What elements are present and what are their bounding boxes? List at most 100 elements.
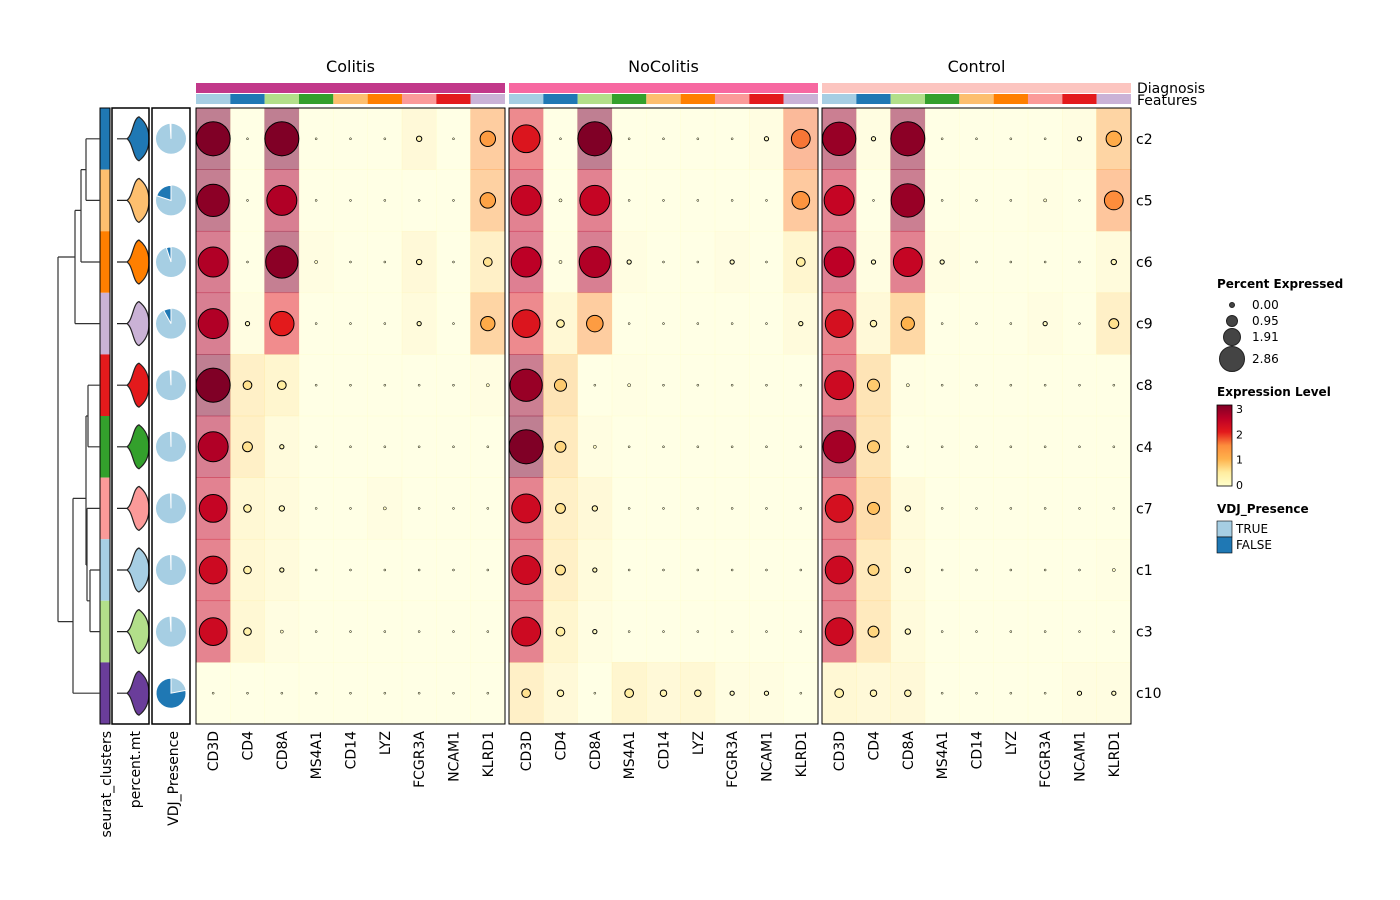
- vdj-legend-title: VDJ_Presence: [1217, 502, 1309, 517]
- expression-dot: [765, 507, 768, 510]
- expression-dot: [349, 630, 352, 633]
- expression-dot: [1112, 507, 1116, 510]
- expression-dot: [662, 568, 665, 572]
- row-label-c6: c6: [1136, 255, 1153, 271]
- expression-dot: [1043, 507, 1047, 510]
- column-label-NCAM1: NCAM1: [446, 731, 462, 782]
- expression-dot: [416, 320, 422, 327]
- vdj-pie-false: [156, 184, 172, 202]
- expression-dot: [824, 617, 854, 646]
- expression-dot: [314, 199, 318, 202]
- column-label-LYZ: LYZ: [1004, 731, 1020, 755]
- expression-dot: [554, 440, 567, 453]
- expression-dot: [197, 431, 229, 463]
- expression-dot: [765, 383, 768, 387]
- vdj-pie-false: [155, 677, 187, 709]
- expression-dot: [556, 319, 565, 328]
- column-label-KLRD1: KLRD1: [1107, 731, 1123, 777]
- expression-dot: [975, 322, 978, 325]
- size-legend-label: 1.91: [1252, 330, 1279, 344]
- expression-dot: [824, 370, 855, 401]
- feature-bar-KLRD1: [783, 94, 818, 104]
- expression-dot: [486, 630, 490, 633]
- feature-bar-FCGR3A: [714, 94, 750, 104]
- expression-dot: [765, 199, 768, 202]
- expression-dot: [940, 322, 944, 325]
- expression-dot: [1078, 445, 1081, 449]
- features-label: Features: [1137, 93, 1197, 109]
- feature-bar-FCGR3A: [1027, 94, 1063, 104]
- expression-dot: [867, 625, 880, 638]
- color-legend-title: Expression Level: [1217, 385, 1331, 399]
- expression-dot: [480, 315, 496, 332]
- expression-dot: [1078, 507, 1081, 510]
- expression-dot: [314, 568, 318, 572]
- expression-dot: [197, 246, 229, 278]
- cluster-color-bar: [100, 354, 110, 416]
- expression-dot: [486, 507, 490, 510]
- cluster-color-bar: [100, 477, 110, 540]
- expression-dot: [511, 124, 541, 154]
- expression-dot: [195, 367, 231, 403]
- expression-dot: [1112, 630, 1116, 633]
- expression-dot: [510, 184, 542, 216]
- expression-dot: [790, 128, 811, 149]
- feature-bar-LYZ: [680, 94, 715, 104]
- expression-dot: [246, 199, 249, 202]
- violin-percent-mt: [117, 177, 150, 224]
- expression-dot: [765, 260, 768, 264]
- expression-dot: [1112, 445, 1116, 449]
- expression-dot: [626, 259, 632, 265]
- expression-dot: [1043, 445, 1047, 449]
- column-label-CD8A: CD8A: [588, 731, 604, 770]
- expression-dot: [269, 310, 295, 337]
- expression-dot: [904, 628, 912, 635]
- expression-dot: [975, 260, 978, 264]
- expression-dot: [834, 688, 845, 699]
- vdj-legend-label: TRUE: [1235, 522, 1268, 536]
- expression-dot: [662, 199, 665, 202]
- expression-dot: [662, 260, 665, 264]
- size-legend-label: 0.95: [1252, 314, 1279, 328]
- feature-bar-LYZ: [367, 94, 402, 104]
- expression-dot: [730, 445, 734, 449]
- color-legend-bar: [1216, 404, 1233, 487]
- expression-dot: [1111, 690, 1117, 696]
- column-label-NCAM1: NCAM1: [759, 731, 775, 782]
- expression-dot: [694, 689, 702, 697]
- expression-dot: [592, 567, 598, 573]
- expression-dot: [799, 445, 803, 449]
- panel-border: [508, 107, 819, 725]
- expression-dot: [662, 383, 665, 387]
- expression-dot: [1009, 383, 1013, 387]
- expression-dot: [349, 137, 352, 141]
- violin-percent-mt: [117, 485, 150, 532]
- heatmap-tile: [298, 230, 334, 294]
- vdj-border: [151, 107, 191, 725]
- row-label-c5: c5: [1136, 193, 1153, 209]
- expression-dot: [349, 260, 352, 264]
- expression-dot: [696, 137, 700, 141]
- diagnosis-bar: [822, 83, 1131, 93]
- expression-dot: [729, 259, 735, 265]
- expression-dot: [1112, 383, 1116, 387]
- expression-dot: [696, 322, 700, 325]
- expression-dot: [452, 322, 455, 325]
- expression-dot: [975, 630, 978, 633]
- expression-dot: [265, 245, 299, 279]
- feature-bar-CD8A: [264, 94, 299, 104]
- cluster-color-bar: [100, 539, 110, 601]
- expression-dot: [1043, 198, 1047, 203]
- expression-dot: [662, 507, 665, 510]
- expression-dot: [479, 130, 497, 148]
- expression-dot: [511, 555, 542, 585]
- heatmap-tile: [749, 600, 784, 663]
- expression-dot: [1009, 445, 1013, 449]
- feature-bar-MS4A1: [611, 94, 647, 104]
- expression-dot: [246, 137, 249, 141]
- row-label-c8: c8: [1136, 378, 1153, 394]
- row-label-c4: c4: [1136, 440, 1153, 456]
- expression-dot: [482, 257, 493, 267]
- expression-dot: [1009, 568, 1013, 572]
- expression-dot: [452, 568, 455, 572]
